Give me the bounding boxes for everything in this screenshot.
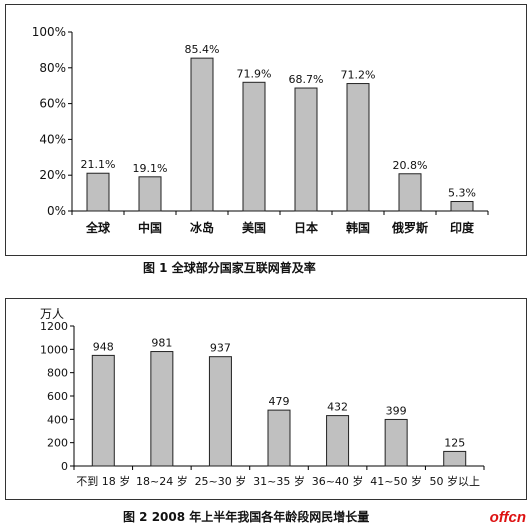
chart2-bar [91, 354, 115, 467]
chart1-title: 图 1 全球部分国家互联网普及率 [143, 261, 316, 275]
chart1-bar [138, 176, 162, 212]
chart1-ytick-label: 40% [39, 132, 66, 146]
chart1-category-label: 中国 [138, 220, 162, 235]
chart2-category-label: 31~35 岁 [253, 474, 305, 488]
chart2-data-label: 937 [210, 342, 231, 355]
chart1-category-label: 美国 [242, 220, 266, 235]
chart1-ytick-label: 60% [39, 97, 66, 111]
chart2-bar [326, 415, 350, 467]
chart2-data-label: 479 [269, 395, 290, 408]
chart1-category-label: 冰岛 [190, 220, 214, 235]
chart1-bar [398, 173, 422, 212]
chart2-category-label: 18~24 岁 [136, 474, 188, 488]
chart1-data-label: 68.7% [289, 73, 324, 86]
chart1-category-label: 韩国 [346, 220, 370, 235]
chart2-category-label: 不到 18 岁 [76, 474, 130, 488]
chart2-data-label: 432 [327, 401, 348, 414]
chart2-category-label: 25~30 岁 [195, 474, 247, 488]
chart2-category-label: 41~50 岁 [370, 474, 422, 488]
chart1-bar [450, 201, 474, 212]
chart2-ytick-label: 0 [61, 460, 68, 473]
chart1-data-label: 5.3% [448, 187, 476, 200]
chart1-ytick-label: 100% [32, 25, 66, 39]
chart1-ytick-label: 20% [39, 168, 66, 182]
chart2-ytick-label: 1000 [40, 343, 68, 356]
chart2-data-label: 948 [93, 340, 114, 353]
chart2-y-axis-label: 万人 [40, 307, 64, 321]
chart1-bar [190, 57, 214, 212]
chart2-ytick-label: 600 [47, 390, 68, 403]
chart1-bar [294, 87, 318, 212]
chart1-data-label: 85.4% [185, 43, 220, 56]
chart2-ytick-label: 200 [47, 437, 68, 450]
chart2-data-label: 399 [386, 404, 407, 417]
chart1-data-label: 19.1% [133, 162, 168, 175]
chart1-category-label: 印度 [450, 220, 475, 235]
chart1-data-label: 20.8% [393, 159, 428, 172]
chart1-ytick-label: 0% [47, 204, 66, 218]
chart1-bar [346, 83, 370, 212]
chart2-bar [443, 450, 467, 467]
chart2-data-label: 125 [444, 436, 465, 449]
chart1-category-label: 日本 [294, 220, 318, 235]
chart1-category-label: 全球 [85, 220, 111, 235]
chart2-data-label: 981 [151, 337, 172, 350]
chart1-category-label: 俄罗斯 [391, 220, 428, 235]
chart1-data-label: 71.9% [237, 67, 272, 80]
chart2-category-label: 36~40 岁 [312, 474, 364, 488]
chart1-bar [242, 81, 266, 212]
watermark-logo: offcn [489, 509, 526, 526]
chart2-bar [150, 351, 174, 467]
chart2-bar [208, 356, 232, 467]
chart2-bar [384, 418, 408, 467]
chart1-frame [5, 4, 527, 256]
chart1-ytick-label: 80% [39, 61, 66, 75]
chart2-category-label: 50 岁以上 [429, 474, 480, 488]
chart1-bar [86, 172, 110, 212]
chart2-ytick-label: 800 [47, 367, 68, 380]
chart1-data-label: 21.1% [81, 158, 116, 171]
chart2-ytick-label: 1200 [40, 320, 68, 333]
chart1-data-label: 71.2% [341, 69, 376, 82]
chart2-bar [267, 409, 291, 467]
chart2-title: 图 2 2008 年上半年我国各年龄段网民增长量 [123, 510, 370, 524]
chart2-ytick-label: 400 [47, 413, 68, 426]
